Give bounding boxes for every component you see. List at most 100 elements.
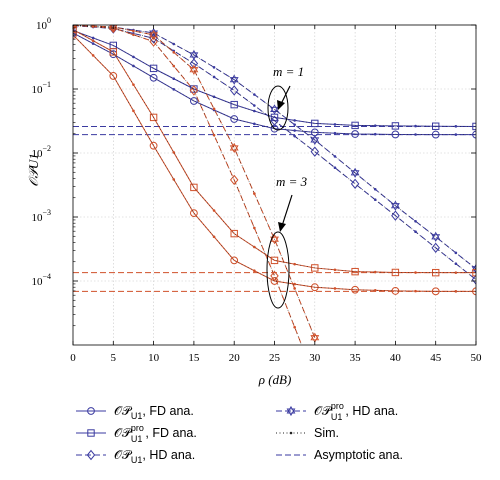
sim-point bbox=[454, 251, 458, 255]
legend-marker-square bbox=[87, 429, 95, 437]
legend: 𝒪𝒫U1, FD ana. 𝒪𝒫pro U1, HD ana. 𝒪𝒫pro U1, FD… bbox=[76, 401, 403, 465]
sim-point bbox=[132, 64, 135, 68]
legend-label: Sim. bbox=[314, 426, 339, 440]
marker-circle bbox=[351, 285, 360, 294]
sim-point bbox=[333, 287, 337, 290]
annotation-arrowhead-m1 bbox=[277, 100, 285, 110]
sim-point bbox=[333, 166, 337, 170]
sim-point bbox=[373, 198, 377, 202]
sim-point bbox=[454, 125, 458, 128]
axis-ticks: 0 5 10 15 20 25 30 35 40 45 50 100 10−1 10−2 10−3 10−4 bbox=[31, 16, 482, 364]
sim-line bbox=[73, 25, 476, 280]
legend-entry: Sim. bbox=[276, 426, 339, 440]
legend-entry: 𝒪𝒫U1, FD ana. bbox=[76, 404, 194, 421]
sim-point bbox=[132, 83, 135, 86]
sim-point bbox=[414, 271, 417, 274]
sim-point bbox=[253, 109, 256, 113]
sim-point bbox=[253, 269, 256, 272]
sim-point bbox=[253, 226, 256, 230]
marker-circle bbox=[230, 256, 239, 265]
marker-circle bbox=[431, 287, 440, 296]
sim-point bbox=[293, 134, 296, 138]
marker-diamond bbox=[311, 374, 318, 383]
marker-circle bbox=[472, 130, 476, 139]
marker-square bbox=[109, 48, 117, 56]
sim-line bbox=[73, 30, 476, 127]
x-tick-label: 30 bbox=[309, 352, 321, 364]
marker-square bbox=[149, 113, 158, 122]
y-tick-label: 10−2 bbox=[31, 144, 51, 160]
marker-circle bbox=[149, 141, 158, 150]
marker-diamond bbox=[310, 146, 320, 157]
sim-point bbox=[212, 95, 216, 99]
sim-point bbox=[212, 209, 216, 212]
marker-circle bbox=[391, 130, 400, 139]
marker-diamond bbox=[270, 270, 279, 282]
legend-label: 𝒪𝒫pro U1, HD ana. bbox=[314, 401, 398, 422]
sim-point bbox=[293, 262, 296, 266]
annotation-arrowhead-m3 bbox=[278, 222, 286, 232]
x-tick-label: 0 bbox=[70, 352, 76, 364]
marker-square bbox=[311, 119, 319, 128]
sim-point bbox=[293, 123, 296, 126]
marker-circle bbox=[230, 115, 239, 123]
sim-point bbox=[212, 66, 216, 69]
sim-point bbox=[333, 123, 337, 126]
sim-point bbox=[333, 268, 337, 272]
marker-circle bbox=[190, 97, 198, 105]
sim-line bbox=[73, 29, 476, 274]
sim-point bbox=[91, 36, 95, 40]
marker-star bbox=[229, 142, 239, 154]
sim-point bbox=[293, 325, 296, 329]
marker-circle bbox=[472, 287, 476, 296]
sim-point bbox=[212, 235, 216, 239]
marker-diamond bbox=[431, 242, 440, 254]
marker-star bbox=[390, 200, 400, 211]
marker-diamond bbox=[270, 115, 279, 126]
x-tick-label: 5 bbox=[111, 352, 117, 364]
marker-square bbox=[190, 183, 198, 192]
sim-point bbox=[414, 219, 417, 223]
marker-square bbox=[270, 256, 279, 265]
annotation-ellipse-m3 bbox=[266, 231, 290, 309]
sim-point bbox=[373, 132, 377, 136]
marker-star bbox=[310, 332, 320, 343]
annotation-ellipse-m1 bbox=[267, 85, 289, 131]
x-tick-label: 20 bbox=[229, 352, 241, 364]
x-tick-label: 35 bbox=[350, 352, 362, 364]
sim-point bbox=[293, 119, 296, 122]
legend-entry: 𝒪𝒫pro U1, FD ana. bbox=[76, 423, 197, 444]
legend-marker-dot bbox=[289, 431, 293, 435]
y-tick-label: 10−4 bbox=[31, 272, 51, 288]
sim-point bbox=[132, 109, 135, 113]
marker-star bbox=[270, 234, 279, 245]
x-tick-label: 25 bbox=[269, 352, 281, 364]
marker-star bbox=[270, 104, 279, 115]
marker-circle bbox=[109, 72, 118, 80]
annotation-arrow-m3 bbox=[281, 194, 293, 227]
sim-point bbox=[172, 42, 176, 46]
marker-star bbox=[350, 167, 360, 178]
sim-point bbox=[172, 77, 176, 80]
sim-point bbox=[212, 107, 216, 111]
legend-entry: 𝒪𝒫pro U1, HD ana. bbox=[276, 401, 398, 422]
x-tick-label: 40 bbox=[390, 352, 402, 364]
sim-point bbox=[212, 75, 216, 79]
sim-point bbox=[172, 51, 176, 54]
marker-star bbox=[73, 25, 78, 31]
marker-square bbox=[230, 100, 238, 109]
sim-point bbox=[293, 287, 296, 290]
marker-circle bbox=[149, 73, 158, 82]
marker-star bbox=[189, 49, 199, 61]
marker-circle bbox=[270, 277, 279, 285]
legend-marker-diamond bbox=[86, 449, 96, 461]
sim-line bbox=[73, 34, 476, 292]
sim-point bbox=[373, 270, 377, 274]
sim-point bbox=[132, 33, 135, 37]
sim-point bbox=[373, 187, 377, 191]
marker-diamond bbox=[189, 85, 199, 96]
sim-point bbox=[293, 129, 296, 132]
sim-point bbox=[253, 245, 256, 249]
y-tick-label: 100 bbox=[36, 16, 51, 32]
